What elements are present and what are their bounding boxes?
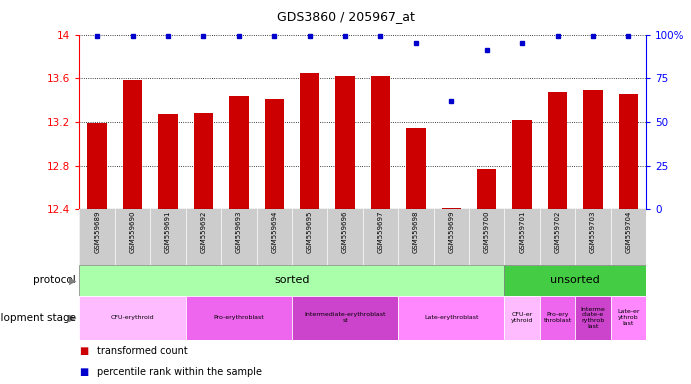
Text: development stage: development stage: [0, 313, 76, 323]
Text: Late-er
ythrob
last: Late-er ythrob last: [617, 310, 640, 326]
Text: GDS3860 / 205967_at: GDS3860 / 205967_at: [276, 10, 415, 23]
Bar: [504, 265, 646, 296]
Bar: [575, 296, 611, 340]
Bar: [193, 113, 213, 209]
Text: ■: ■: [79, 346, 88, 356]
Bar: [371, 76, 390, 209]
Bar: [88, 123, 107, 209]
Text: GSM559691: GSM559691: [165, 211, 171, 253]
Bar: [79, 296, 186, 340]
Bar: [300, 73, 319, 209]
Bar: [335, 76, 354, 209]
Text: CFU-er
ythroid: CFU-er ythroid: [511, 312, 533, 323]
Text: GSM559696: GSM559696: [342, 211, 348, 253]
Text: GSM559701: GSM559701: [519, 211, 525, 253]
Bar: [548, 93, 567, 209]
Bar: [229, 96, 249, 209]
Bar: [583, 90, 603, 209]
Bar: [186, 296, 292, 340]
Text: sorted: sorted: [274, 275, 310, 285]
Bar: [398, 296, 504, 340]
Text: Intermediate-erythroblast
st: Intermediate-erythroblast st: [304, 312, 386, 323]
Text: transformed count: transformed count: [97, 346, 187, 356]
Bar: [123, 80, 142, 209]
Text: GSM559702: GSM559702: [555, 211, 560, 253]
Text: GSM559700: GSM559700: [484, 211, 490, 253]
Text: GSM559704: GSM559704: [625, 211, 632, 253]
Bar: [618, 94, 638, 209]
Text: ▶: ▶: [68, 313, 76, 323]
Text: protocol: protocol: [33, 275, 76, 285]
Text: Pro-ery
throblast: Pro-ery throblast: [543, 312, 571, 323]
Text: unsorted: unsorted: [551, 275, 600, 285]
Text: GSM559693: GSM559693: [236, 211, 242, 253]
Text: CFU-erythroid: CFU-erythroid: [111, 315, 154, 320]
Text: ▶: ▶: [68, 275, 76, 285]
Text: percentile rank within the sample: percentile rank within the sample: [97, 367, 262, 377]
Text: GSM559692: GSM559692: [200, 211, 207, 253]
Text: GSM559694: GSM559694: [272, 211, 277, 253]
Text: Pro-erythroblast: Pro-erythroblast: [214, 315, 264, 320]
Bar: [513, 120, 532, 209]
Text: GSM559698: GSM559698: [413, 211, 419, 253]
Text: GSM559690: GSM559690: [130, 211, 135, 253]
Text: Interme
diate-e
rythrob
last: Interme diate-e rythrob last: [580, 306, 605, 329]
Text: GSM559695: GSM559695: [307, 211, 312, 253]
Text: GSM559697: GSM559697: [377, 211, 384, 253]
Bar: [265, 99, 284, 209]
Bar: [442, 208, 461, 209]
Text: GSM559699: GSM559699: [448, 211, 454, 253]
Bar: [292, 296, 398, 340]
Bar: [406, 129, 426, 209]
Bar: [504, 296, 540, 340]
Text: GSM559703: GSM559703: [590, 211, 596, 253]
Bar: [158, 114, 178, 209]
Bar: [540, 296, 575, 340]
Bar: [79, 265, 504, 296]
Text: Late-erythroblast: Late-erythroblast: [424, 315, 479, 320]
Text: GSM559689: GSM559689: [94, 211, 100, 253]
Bar: [477, 169, 496, 209]
Text: ■: ■: [79, 367, 88, 377]
Bar: [611, 296, 646, 340]
